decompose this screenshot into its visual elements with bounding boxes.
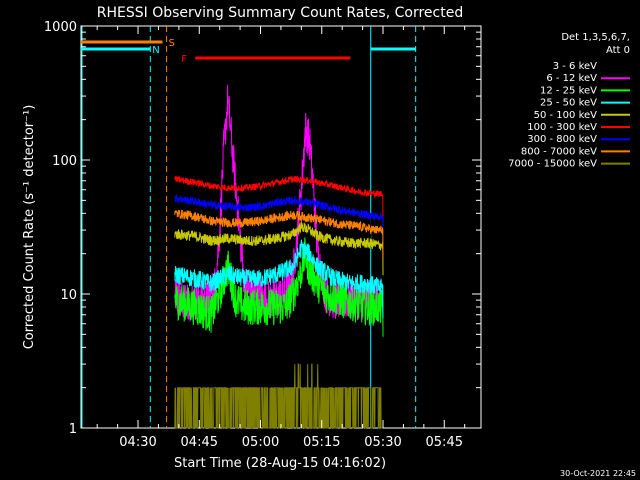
legend-entry-label: 800 - 7000 keV [521,146,597,157]
night-bar-label: N [152,45,159,56]
flag-label: F [181,54,187,65]
x-tick-label: 05:00 [242,435,279,450]
y-tick-label: 1 [69,422,77,437]
x-axis: 04:30 04:45 05:00 05:15 05:30 05:45 [96,26,466,450]
y-tick-label: 10 [60,288,77,303]
legend-entry-label: 7000 - 15000 keV [508,159,597,170]
legend-header-line: Det 1,3,5,6,7, [561,32,630,43]
x-axis-label: Start Time (28-Aug-15 04:16:02) [174,456,386,471]
series-line [174,194,384,247]
series-line [174,239,384,319]
legend-entry-label: 50 - 100 keV [534,110,598,121]
y-axis-label: Corrected Count Rate (s⁻¹ detector⁻¹) [22,105,37,350]
y-tick-label: 1000 [44,20,77,35]
legend-entry-label: 300 - 800 keV [527,134,597,145]
plot-area: NSF [81,26,417,429]
footer-timestamp: 30-Oct-2021 22:45 [560,469,636,478]
series-line [174,363,383,429]
legend-entry-label: 6 - 12 keV [546,73,597,84]
flag-label: S [169,38,175,49]
series-line [174,209,384,260]
series-line [174,237,384,337]
legend-entry-label: 12 - 25 keV [540,85,597,96]
x-tick-label: 05:45 [426,435,463,450]
series-line [174,221,384,276]
x-tick-label: 05:15 [303,435,340,450]
chart-title: RHESSI Observing Summary Count Rates, Co… [97,5,463,21]
legend-entry-label: 25 - 50 keV [540,98,597,109]
y-axis: 1 10 100 1000 [44,20,481,437]
series-line [174,175,384,224]
y-tick-label: 100 [52,154,77,169]
x-tick-label: 05:30 [364,435,401,450]
legend-entry-label: 3 - 6 keV [553,61,597,72]
series-line [174,84,384,330]
legend-entry-label: 100 - 300 keV [527,122,597,133]
legend-header-line: Att 0 [606,45,630,56]
x-tick-label: 04:30 [119,435,156,450]
x-tick-label: 04:45 [181,435,218,450]
